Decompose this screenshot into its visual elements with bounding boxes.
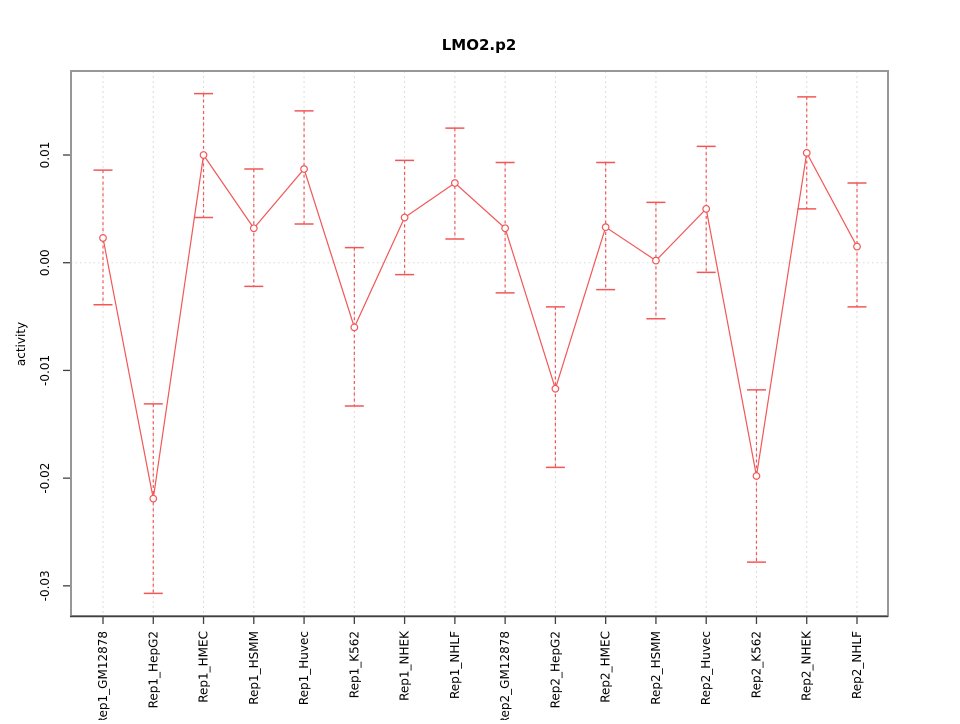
x-category-label: Rep2_Huvec (699, 631, 713, 705)
data-point-marker (300, 165, 308, 173)
data-point-marker (350, 323, 359, 332)
y-axis-label: activity (14, 322, 28, 366)
x-category-label: Rep2_HepG2 (548, 631, 562, 708)
data-point-marker (752, 472, 761, 480)
x-category-label: Rep1_Huvec (297, 631, 311, 705)
y-tick-label: 0.00 (38, 249, 52, 276)
data-point-marker (149, 494, 158, 503)
y-tick-label: -0.02 (38, 463, 52, 494)
x-category-label: Rep1_GM12878 (96, 631, 110, 720)
data-point-marker (450, 179, 459, 187)
x-category-label: Rep2_HSMM (649, 631, 663, 705)
y-tick-label: -0.03 (38, 570, 52, 601)
data-point-marker (501, 224, 510, 233)
data-point-marker (249, 224, 258, 233)
plot-area: 0.01 0.00 -0.01 -0.02 -0.03 Rep1_GM12878 Rep1_… (38, 70, 889, 724)
x-category-label: Rep2_NHEK (800, 630, 814, 701)
data-point-marker (199, 151, 208, 159)
data-point-marker (400, 213, 409, 222)
data-point-marker (802, 148, 811, 157)
data-point-marker (702, 204, 711, 213)
data-point-marker (99, 234, 107, 242)
x-category-label: Rep2_K562 (749, 631, 763, 698)
x-category-label: Rep2_GM12878 (498, 631, 512, 720)
x-category-label: Rep1_HSMM (247, 631, 261, 705)
series-line (102, 150, 858, 499)
data-point-marker (551, 384, 560, 393)
x-category-label: Rep1_K562 (347, 631, 361, 698)
y-tick-label: -0.01 (38, 355, 52, 386)
data-point-marker (601, 223, 610, 232)
x-category-label: Rep1_NHEK (398, 630, 412, 701)
x-category-label: Rep2_HMEC (599, 631, 613, 703)
y-tick-label: 0.01 (38, 142, 52, 169)
x-category-label: Rep1_HMEC (197, 631, 211, 703)
x-category-label: Rep1_NHLF (448, 631, 462, 699)
chart-title: LMO2.p2 (442, 36, 517, 54)
plot-border (70, 70, 889, 617)
data-point-marker (652, 256, 660, 265)
data-point-marker (853, 242, 861, 251)
x-category-label: Rep1_HepG2 (146, 631, 160, 708)
x-category-label: Rep2_NHLF (850, 631, 864, 699)
